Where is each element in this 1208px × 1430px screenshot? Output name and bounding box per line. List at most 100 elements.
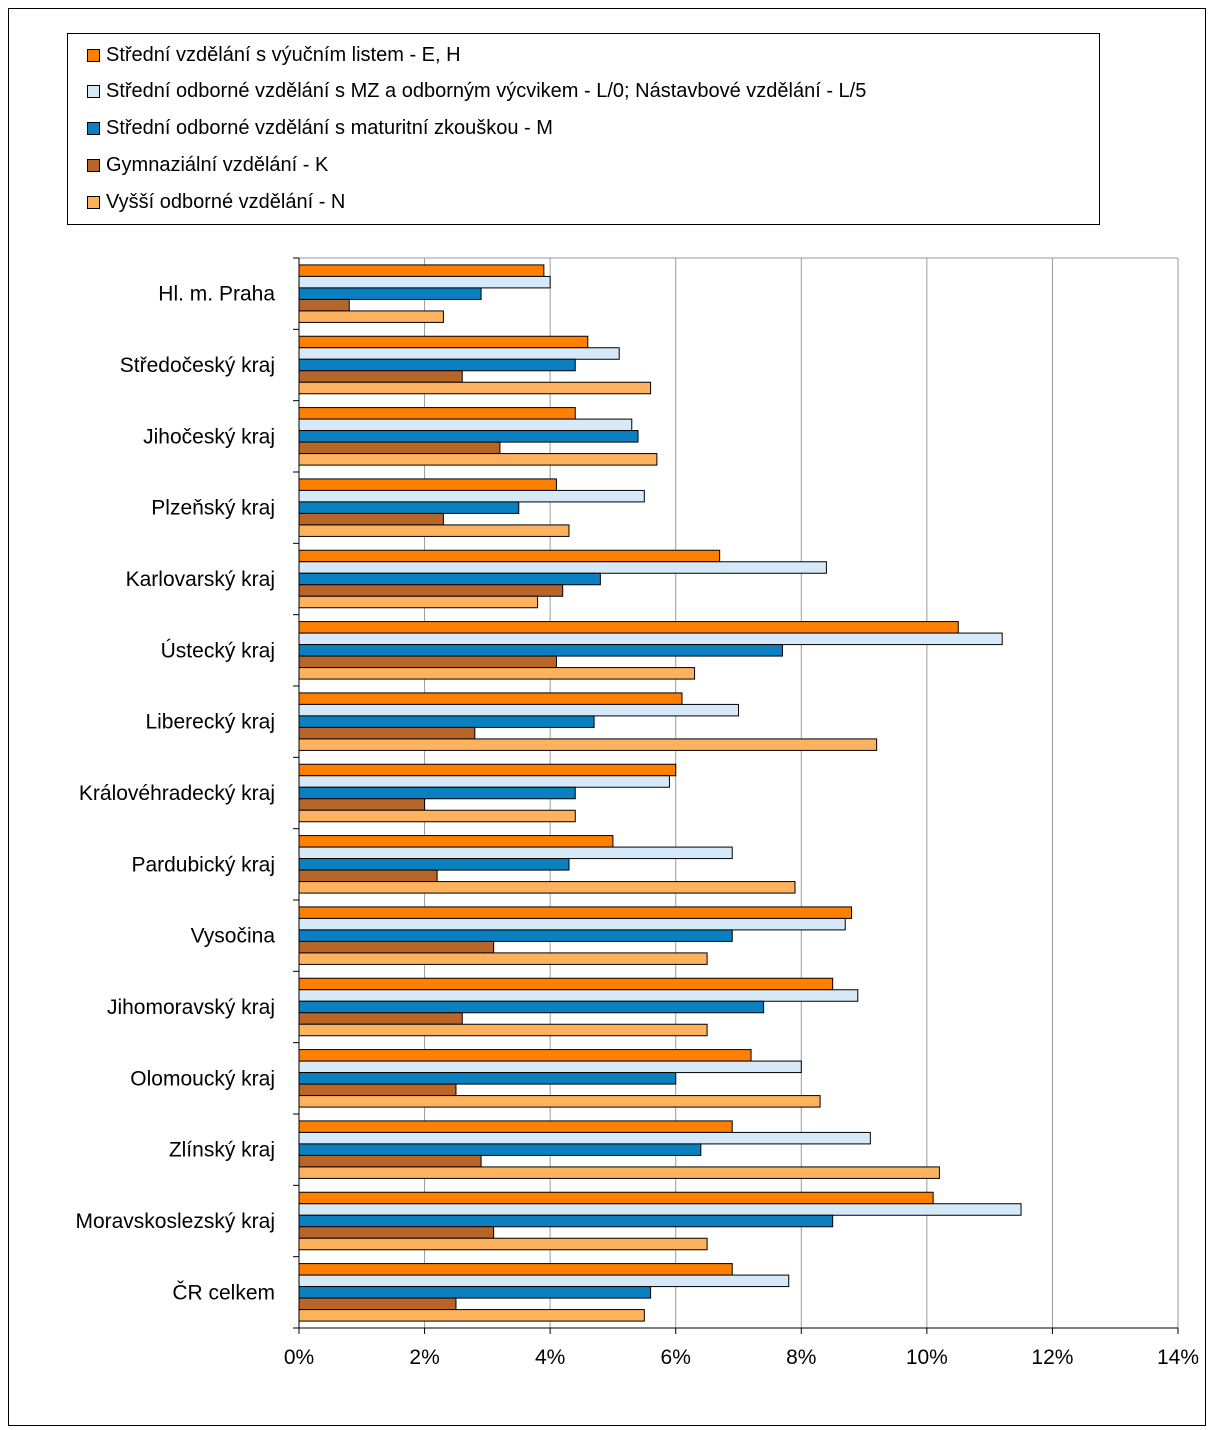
bar xyxy=(298,1166,940,1179)
category-label: Jihočeský kraj xyxy=(143,425,275,448)
bar xyxy=(298,275,551,289)
bar xyxy=(298,726,476,740)
bar xyxy=(298,786,576,800)
bar xyxy=(298,917,846,931)
axes xyxy=(293,257,1179,1334)
axis-labels: 0% 2% 4% 6% 8% 10% 12% 14% Hl. m. Praha Středočes… xyxy=(75,283,1199,1369)
bar xyxy=(298,632,1003,646)
legend-label: Vyšší odborné vzdělání - N xyxy=(106,190,346,213)
bar xyxy=(298,1000,765,1014)
bar xyxy=(298,524,570,537)
category-label: Jihomoravský kraj xyxy=(107,996,275,1019)
bar xyxy=(298,1049,752,1062)
bar xyxy=(298,335,589,349)
bar xyxy=(298,1083,457,1097)
category-label: Karlovarský kraj xyxy=(126,568,275,591)
legend-label: Gymnaziální vzdělání - K xyxy=(106,153,329,176)
bar xyxy=(298,358,576,372)
category-label: Pardubický kraj xyxy=(131,853,275,876)
bar xyxy=(298,430,639,443)
bar xyxy=(298,441,501,455)
legend-item: Vyšší odborné vzdělání - N xyxy=(87,187,345,217)
category-label: Plzeňský kraj xyxy=(151,497,275,520)
chart-frame xyxy=(8,8,1206,1426)
legend-item: Střední odborné vzdělání s maturitní zko… xyxy=(87,113,553,143)
bar xyxy=(298,381,652,395)
bar xyxy=(298,1131,871,1145)
bar xyxy=(298,835,614,848)
legend-swatch xyxy=(87,48,100,62)
bar xyxy=(298,703,739,717)
x-tick-label: 4% xyxy=(535,1346,565,1369)
x-tick-label: 12% xyxy=(1031,1346,1073,1369)
category-label: Liberecký kraj xyxy=(145,711,275,734)
bar xyxy=(298,977,834,991)
bar xyxy=(298,1237,708,1251)
bar xyxy=(298,418,633,432)
bar xyxy=(298,1274,790,1288)
bar xyxy=(298,370,463,383)
legend-item: Střední vzdělání s výučním listem - E, H xyxy=(87,40,461,70)
bar xyxy=(298,1012,463,1025)
bar xyxy=(298,298,350,312)
legend-swatch xyxy=(87,84,100,98)
bar xyxy=(298,489,645,503)
bar xyxy=(298,906,853,919)
category-label: Moravskoslezský kraj xyxy=(75,1210,275,1233)
bar xyxy=(298,858,570,871)
category-label: Zlínský kraj xyxy=(169,1139,275,1162)
bar xyxy=(298,501,520,514)
bars xyxy=(298,264,1022,1322)
bar xyxy=(298,881,796,894)
legend-swatch xyxy=(87,121,100,135)
bar xyxy=(298,798,426,811)
bar xyxy=(298,738,878,751)
bar xyxy=(298,809,576,823)
bar xyxy=(298,1309,645,1322)
legend-item: Střední odborné vzdělání s MZ a odborným… xyxy=(87,76,866,106)
bar xyxy=(298,655,557,669)
legend-swatch xyxy=(87,195,100,209)
bar xyxy=(298,692,683,705)
bar xyxy=(298,453,658,466)
bar xyxy=(298,763,677,777)
x-tick-label: 6% xyxy=(661,1346,691,1369)
bar xyxy=(298,595,539,609)
bar xyxy=(298,1226,495,1239)
bar xyxy=(298,715,595,728)
category-label: ČR celkem xyxy=(172,1281,275,1304)
bar xyxy=(298,287,482,300)
bar xyxy=(298,940,495,954)
bar xyxy=(298,1120,733,1133)
bar xyxy=(298,1095,821,1108)
bar xyxy=(298,572,601,586)
bar xyxy=(298,952,708,965)
x-tick-label: 0% xyxy=(284,1346,314,1369)
category-label: Vysočina xyxy=(191,925,276,948)
bar xyxy=(298,1297,457,1311)
legend: Střední vzdělání s výučním listem - E, H… xyxy=(67,33,1100,225)
category-label: Královéhradecký kraj xyxy=(79,782,275,805)
bar xyxy=(298,989,859,1002)
bar xyxy=(298,846,733,860)
legend-item: Gymnaziální vzdělání - K xyxy=(87,150,328,180)
bar xyxy=(298,1154,482,1168)
bar xyxy=(298,1060,802,1074)
bar xyxy=(298,264,545,277)
bar xyxy=(298,1263,733,1276)
bar xyxy=(298,1072,677,1085)
bar xyxy=(298,549,721,563)
bar xyxy=(298,407,576,420)
bar xyxy=(298,667,696,680)
bar xyxy=(298,644,783,657)
category-label: Středočeský kraj xyxy=(120,354,275,377)
x-tick-label: 14% xyxy=(1157,1346,1199,1369)
bar xyxy=(298,584,564,597)
bar xyxy=(298,1023,708,1037)
x-tick-label: 8% xyxy=(786,1346,816,1369)
legend-swatch xyxy=(87,158,100,172)
bar xyxy=(298,478,557,491)
x-tick-label: 10% xyxy=(906,1346,948,1369)
bar xyxy=(298,929,733,942)
